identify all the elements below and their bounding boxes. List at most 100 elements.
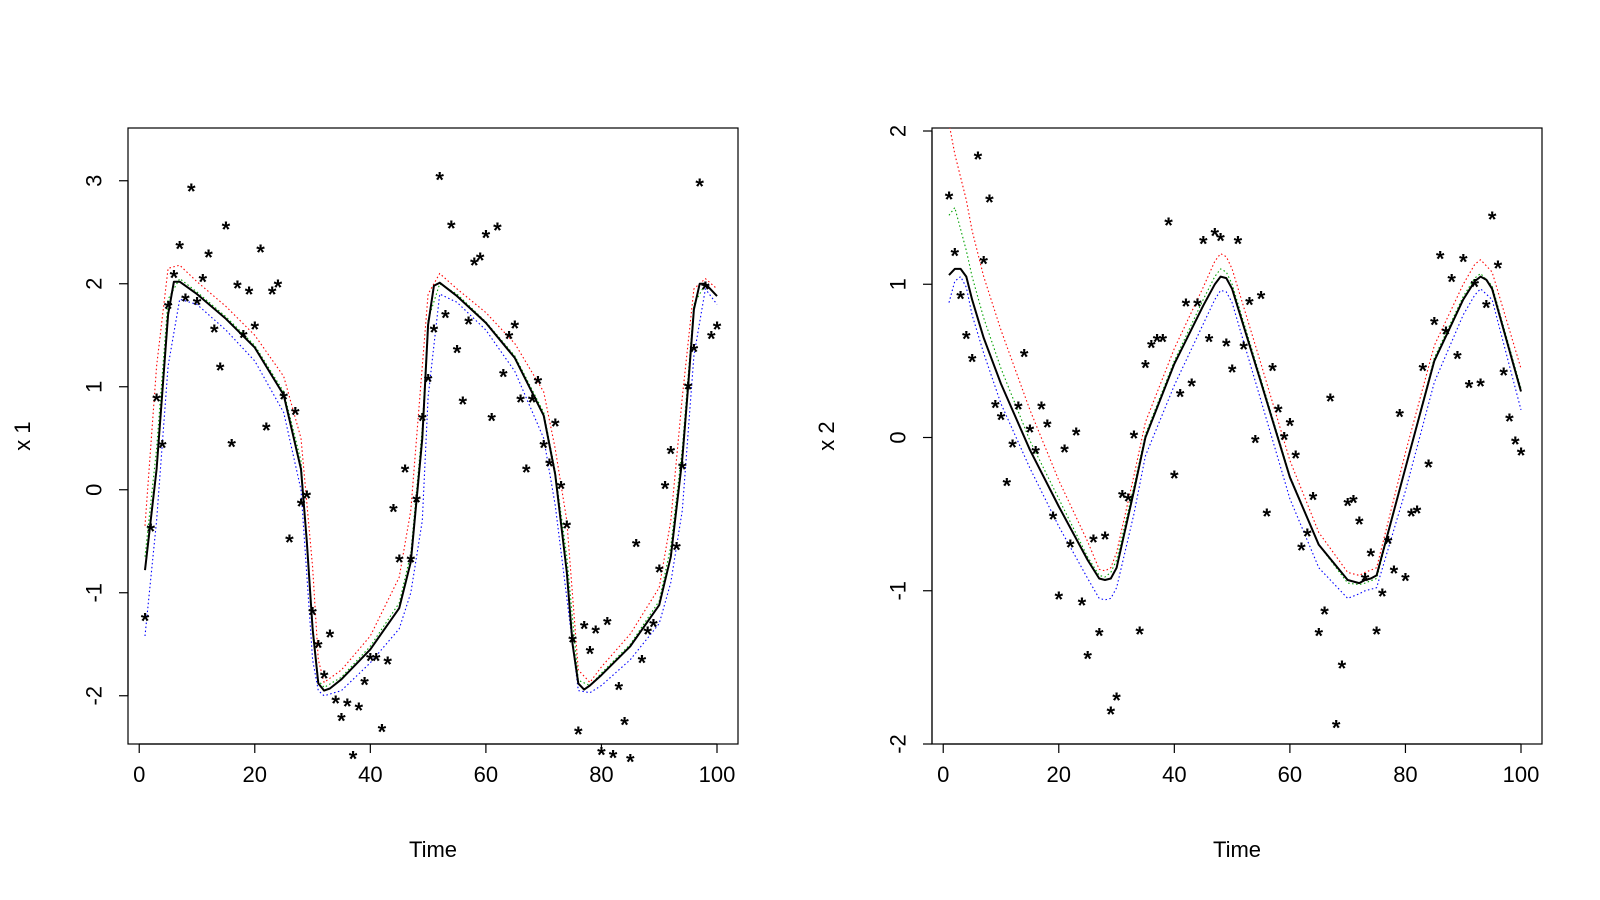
data-point: * xyxy=(522,460,531,485)
data-point: * xyxy=(331,691,340,716)
data-point: * xyxy=(1054,587,1063,612)
data-point: * xyxy=(1182,294,1191,319)
data-point: * xyxy=(1164,213,1173,238)
data-point: * xyxy=(1234,231,1243,256)
data-point: * xyxy=(1257,287,1266,312)
y-tick-label: 2 xyxy=(82,278,107,290)
data-point: * xyxy=(945,187,954,212)
data-point: * xyxy=(632,534,641,559)
data-point: * xyxy=(320,666,329,691)
x-tick-label: 80 xyxy=(1393,762,1417,787)
data-point: * xyxy=(302,486,311,511)
data-point: * xyxy=(1372,622,1381,647)
data-point: * xyxy=(1199,231,1208,256)
data-point: * xyxy=(1280,428,1289,453)
y-tick-label: 0 xyxy=(82,484,107,496)
data-point: * xyxy=(464,312,473,337)
data-point: * xyxy=(1060,440,1069,465)
data-point: * xyxy=(950,244,959,269)
data-point: * xyxy=(672,537,681,562)
data-point: * xyxy=(412,490,421,515)
data-point: * xyxy=(1158,329,1167,354)
data-point: * xyxy=(1078,593,1087,618)
data-point: * xyxy=(285,530,294,555)
data-point: * xyxy=(974,147,983,172)
data-point: * xyxy=(1349,490,1358,515)
data-point: * xyxy=(979,251,988,276)
data-point: * xyxy=(1378,584,1387,609)
data-point: * xyxy=(1436,247,1445,272)
data-point: * xyxy=(1170,466,1179,491)
observation-points: ****************************************… xyxy=(141,168,722,775)
data-point: * xyxy=(1268,359,1277,384)
data-point: * xyxy=(614,678,623,703)
y-tick-label: 0 xyxy=(886,431,911,443)
data-point: * xyxy=(1482,296,1491,321)
data-point: * xyxy=(707,326,716,351)
data-point: * xyxy=(1193,294,1202,319)
data-point: * xyxy=(997,408,1006,433)
data-point: * xyxy=(1505,409,1514,434)
y-tick-label: -1 xyxy=(82,583,107,603)
data-point: * xyxy=(1517,443,1526,468)
series-line-lower xyxy=(948,276,1522,601)
data-point: * xyxy=(470,253,479,278)
data-point: * xyxy=(562,516,571,541)
data-point: * xyxy=(1320,602,1329,627)
x-tick-label: 80 xyxy=(589,762,613,787)
data-point: * xyxy=(713,317,722,342)
data-point: * xyxy=(453,341,462,366)
data-point: * xyxy=(482,225,491,250)
data-point: * xyxy=(678,457,687,482)
x-tick-label: 40 xyxy=(358,762,382,787)
data-point: * xyxy=(389,499,398,524)
data-point: * xyxy=(1101,527,1110,552)
data-point: * xyxy=(198,270,207,295)
data-point: * xyxy=(1072,423,1081,448)
data-point: * xyxy=(378,720,387,745)
data-point: * xyxy=(1407,504,1416,529)
data-point: * xyxy=(1014,397,1023,422)
data-point: * xyxy=(256,240,265,265)
data-point: * xyxy=(655,560,664,585)
data-point: * xyxy=(1297,538,1306,563)
data-point: * xyxy=(1459,250,1468,275)
data-point: * xyxy=(383,652,392,677)
data-point: * xyxy=(661,477,670,502)
data-point: * xyxy=(505,326,514,351)
data-point: * xyxy=(418,409,427,434)
data-point: * xyxy=(222,217,231,242)
data-point: * xyxy=(1239,337,1248,362)
data-point: * xyxy=(1245,293,1254,318)
data-point: * xyxy=(233,276,242,301)
data-point: * xyxy=(643,622,652,647)
data-point: * xyxy=(250,317,259,342)
data-point: * xyxy=(1453,346,1462,371)
data-point: * xyxy=(1447,270,1456,295)
data-point: * xyxy=(268,282,277,307)
data-point: * xyxy=(366,649,375,674)
data-point: * xyxy=(1476,374,1485,399)
data-point: * xyxy=(1395,405,1404,430)
data-point: * xyxy=(568,630,577,655)
data-point: * xyxy=(458,392,467,417)
data-point: * xyxy=(146,519,155,544)
y-axis-title: x 1 xyxy=(10,421,35,450)
data-point: * xyxy=(181,289,190,314)
data-point: * xyxy=(499,364,508,389)
data-point: * xyxy=(956,287,965,312)
data-point: * xyxy=(1470,274,1479,299)
data-point: * xyxy=(314,635,323,660)
y-tick-label: 3 xyxy=(82,175,107,187)
data-point: * xyxy=(991,395,1000,420)
data-point: * xyxy=(158,435,167,460)
data-point: * xyxy=(175,237,184,262)
plot-frame xyxy=(127,127,739,745)
data-point: * xyxy=(1141,355,1150,380)
data-point: * xyxy=(1424,455,1433,480)
data-point: * xyxy=(1488,207,1497,232)
data-point: * xyxy=(1066,535,1075,560)
data-point: * xyxy=(1031,441,1040,466)
